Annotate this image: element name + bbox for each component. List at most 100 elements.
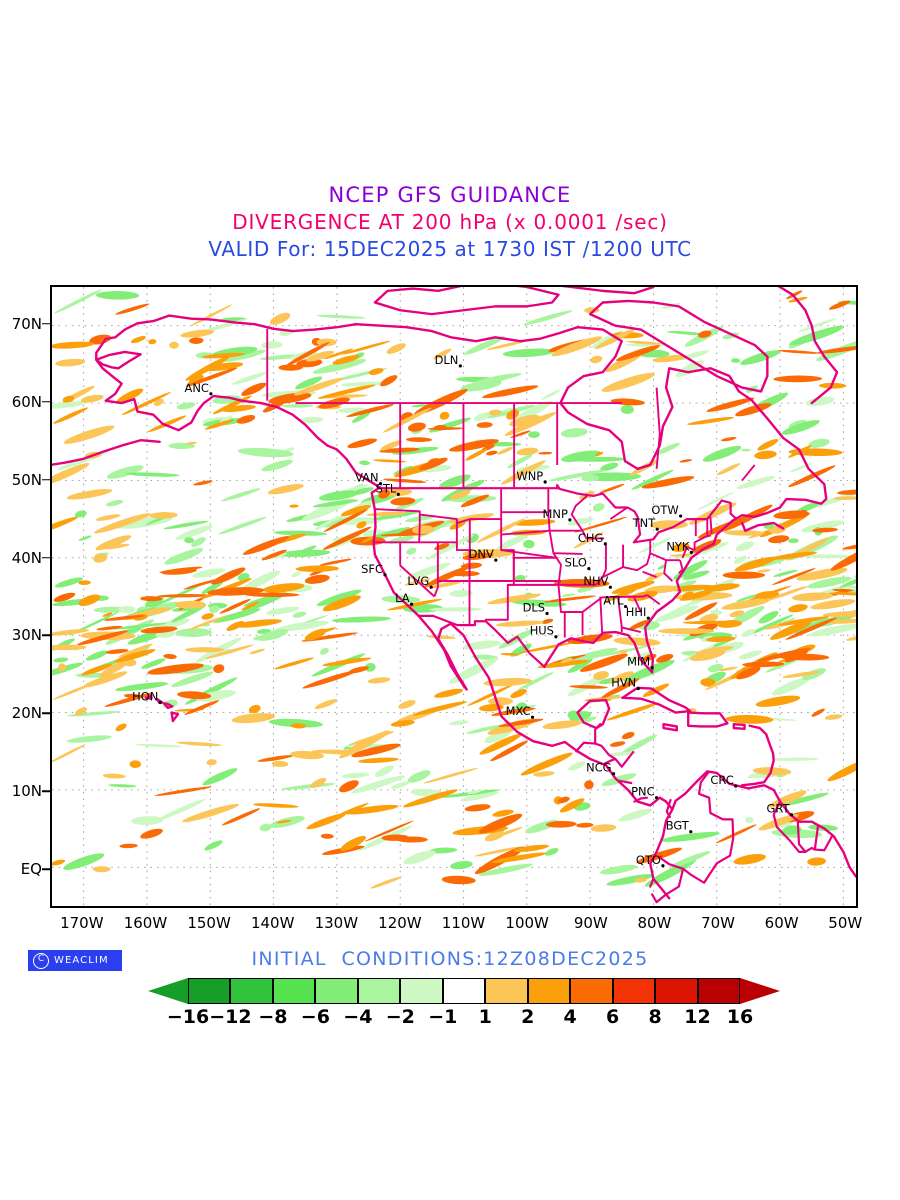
divergence-contour	[105, 543, 130, 550]
country-border-path	[772, 800, 834, 853]
page-title: NCEP GFS GUIDANCE	[328, 183, 572, 207]
divergence-contour	[695, 646, 734, 655]
x-axis-tick-label: 120W	[378, 914, 422, 932]
divergence-contour	[322, 526, 372, 551]
divergence-contour	[81, 663, 113, 676]
divergence-contour	[567, 710, 579, 720]
city-marker-dot	[650, 666, 654, 670]
divergence-contour	[201, 581, 223, 595]
divergence-contour	[784, 649, 809, 663]
divergence-contour	[807, 857, 826, 866]
country-border-path	[556, 484, 737, 544]
divergence-contour	[231, 713, 276, 724]
divergence-contour	[561, 450, 601, 462]
divergence-contour	[543, 595, 597, 603]
divergence-contour	[177, 691, 212, 700]
divergence-contour	[237, 447, 294, 458]
divergence-contour	[584, 780, 594, 790]
divergence-contour	[346, 403, 394, 418]
divergence-contour	[243, 594, 276, 607]
divergence-contour	[304, 628, 327, 641]
divergence-contour	[682, 620, 740, 625]
y-axis-tick-label: 70N	[11, 314, 42, 333]
x-axis-tick-label: 80W	[637, 914, 672, 932]
chart-subtitle: DIVERGENCE AT 200 hPa (x 0.0001 /sec)	[232, 210, 668, 234]
city-marker-dot	[689, 550, 693, 554]
divergence-contour	[185, 367, 238, 387]
divergence-contour	[679, 459, 693, 463]
divergence-contour	[390, 720, 415, 727]
divergence-contour	[78, 580, 91, 585]
city-marker-dot	[429, 585, 433, 589]
x-axis-tick-label: 90W	[573, 914, 608, 932]
divergence-contour	[592, 503, 605, 512]
y-axis-tick-label: 40N	[11, 548, 42, 567]
colorbar-segment	[485, 978, 528, 1004]
divergence-contour	[621, 731, 635, 740]
divergence-contour	[466, 684, 514, 707]
divergence-contour	[509, 414, 540, 427]
divergence-contour	[569, 685, 608, 689]
city-label: SFC	[361, 562, 383, 576]
divergence-contour	[568, 761, 586, 771]
divergence-contour	[449, 570, 480, 577]
city-marker-dot	[587, 567, 591, 571]
coastline-path	[170, 711, 180, 723]
divergence-contour	[206, 759, 217, 766]
divergence-contour	[796, 554, 854, 559]
divergence-contour	[295, 376, 323, 390]
divergence-contour	[594, 328, 635, 350]
colorbar-segment	[442, 978, 486, 1004]
divergence-contour	[660, 831, 720, 842]
divergence-contour	[842, 542, 856, 550]
divergence-contour	[487, 593, 541, 605]
divergence-contour	[241, 601, 259, 611]
y-axis-tick-label: 20N	[11, 704, 42, 723]
divergence-contour	[733, 854, 766, 865]
divergence-contour	[278, 549, 331, 558]
divergence-contour	[741, 448, 751, 452]
city-label: GRT	[766, 802, 790, 816]
divergence-contour	[488, 697, 513, 706]
city-marker-dot	[383, 573, 387, 577]
divergence-contour	[441, 875, 476, 885]
divergence-contour	[824, 714, 843, 720]
divergence-contour	[472, 654, 499, 660]
city-marker-dot	[530, 715, 535, 719]
divergence-contour	[226, 620, 245, 631]
divergence-contour	[839, 567, 856, 588]
x-axis-tick-label: 140W	[250, 914, 295, 932]
city-label: LVG	[407, 574, 429, 588]
divergence-contour	[322, 657, 372, 667]
divergence-contour	[185, 441, 197, 445]
divergence-contour	[523, 310, 573, 326]
divergence-contour	[103, 615, 146, 621]
divergence-contour	[367, 677, 391, 684]
y-axis-tick-mark	[42, 712, 50, 715]
weaclim-logo-badge: C WEACLIM	[28, 950, 122, 971]
divergence-contour	[314, 699, 338, 710]
city-label: QTO	[636, 853, 661, 867]
divergence-contour	[52, 859, 66, 866]
divergence-contour	[715, 824, 757, 844]
map-plot-area: ANC DLN VAN STL WNP MNP OTW TNT NYK CHG SLO DNV SFC L…	[50, 285, 858, 908]
divergence-contour	[560, 428, 588, 438]
divergence-contour	[510, 643, 532, 657]
divergence-contour	[643, 653, 657, 661]
copyright-icon: C	[33, 952, 49, 969]
divergence-contour	[785, 617, 837, 640]
divergence-contour	[378, 489, 390, 499]
x-axis-tick-label: 100W	[505, 914, 549, 932]
divergence-contour	[52, 629, 90, 636]
divergence-contour	[232, 372, 267, 385]
divergence-contour	[66, 735, 112, 743]
divergence-contour	[296, 358, 323, 368]
divergence-contour	[403, 850, 436, 865]
divergence-contour	[253, 803, 299, 808]
divergence-contour	[319, 558, 352, 566]
coastline-path	[95, 358, 123, 402]
divergence-contour	[404, 514, 437, 523]
divergence-contour	[719, 666, 738, 672]
divergence-contour	[314, 513, 349, 530]
